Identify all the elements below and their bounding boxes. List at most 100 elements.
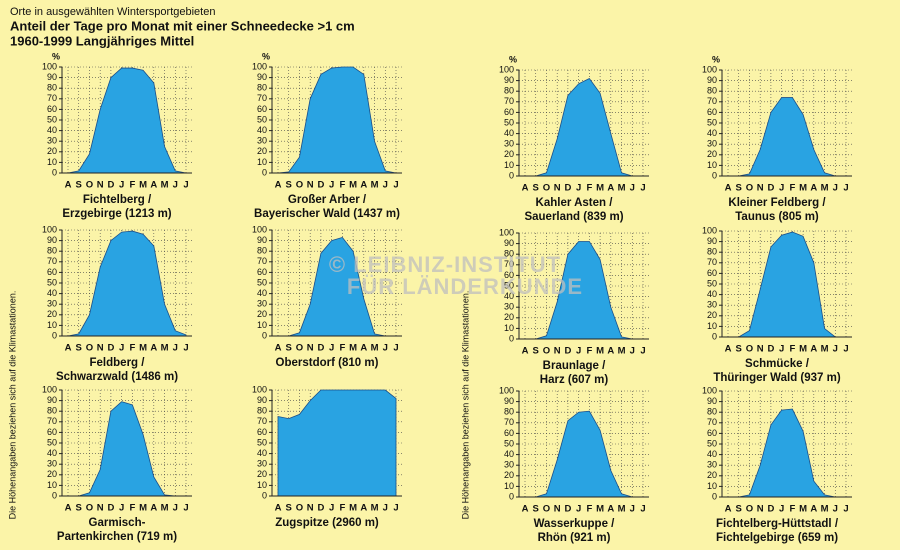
side-note: Die Höhenangaben beziehen sich auf die K… (7, 291, 17, 520)
x-tick-label: O (746, 183, 753, 194)
x-tick-label: N (757, 183, 764, 194)
x-tick-label: M (371, 343, 379, 354)
y-tick-label: 10 (504, 160, 514, 170)
x-tick-label: J (119, 503, 124, 514)
x-tick-label: S (286, 180, 292, 191)
y-tick-label: 40 (504, 291, 514, 301)
x-tick-label: A (275, 180, 282, 191)
x-tick-label: F (586, 183, 592, 194)
x-tick-label: J (383, 343, 388, 354)
area (68, 401, 186, 497)
area (728, 97, 846, 177)
x-tick-label: N (307, 343, 314, 354)
y-tick-label: 0 (52, 330, 57, 340)
header-period: 1960-1999 Langjähriges Mittel (10, 33, 194, 48)
y-tick-label: 90 (257, 395, 267, 405)
y-tick-label: 30 (257, 459, 267, 469)
y-tick-label: 80 (707, 407, 717, 417)
y-tick-label: 70 (47, 93, 57, 103)
x-tick-label: M (821, 344, 829, 355)
y-tick-label: 40 (504, 449, 514, 459)
x-tick-label: A (65, 180, 72, 191)
chart-title: Großer Arber / (288, 194, 367, 206)
x-tick-label: O (543, 183, 550, 194)
y-tick-label: 60 (47, 104, 57, 114)
x-tick-label: D (107, 180, 114, 191)
x-tick-label: N (97, 503, 104, 514)
chart-title: Taunus (805 m) (735, 211, 819, 223)
x-tick-label: N (97, 180, 104, 191)
x-tick-label: J (779, 344, 784, 355)
y-tick-label: 40 (504, 128, 514, 138)
x-tick-label: J (833, 183, 838, 194)
y-tick-label: 40 (257, 288, 267, 298)
area (525, 410, 643, 498)
x-tick-label: O (543, 504, 550, 515)
y-tick-label: 70 (257, 256, 267, 266)
y-tick-label: 70 (707, 417, 717, 427)
y-tick-label: 80 (257, 406, 267, 416)
x-tick-label: J (119, 180, 124, 191)
x-tick-label: A (360, 180, 367, 191)
y-tick-label: 50 (707, 438, 717, 448)
x-tick-label: J (383, 503, 388, 514)
y-tick-label: 90 (504, 75, 514, 85)
x-tick-label: F (129, 503, 135, 514)
y-tick-label: 10 (707, 160, 717, 170)
y-tick-label: 20 (707, 470, 717, 480)
x-tick-label: A (725, 344, 732, 355)
x-tick-label: A (150, 503, 157, 514)
x-tick-label: F (129, 180, 135, 191)
x-tick-label: J (329, 343, 334, 354)
y-tick-label: 90 (504, 396, 514, 406)
chart-title: Erzgebirge (1213 m) (62, 208, 171, 220)
y-tick-label: 40 (47, 288, 57, 298)
y-tick-label: 0 (509, 170, 514, 180)
x-tick-label: M (139, 180, 147, 191)
x-tick-label: A (360, 503, 367, 514)
header-subtitle: Orte in ausgewählten Wintersportgebieten (10, 6, 215, 18)
x-tick-label: O (86, 180, 93, 191)
x-tick-label: A (150, 343, 157, 354)
y-tick-label: 60 (504, 270, 514, 280)
y-axis-label: % (262, 51, 270, 61)
x-tick-label: N (97, 343, 104, 354)
y-tick-label: 20 (47, 309, 57, 319)
x-tick-label: M (349, 503, 357, 514)
x-tick-label: S (286, 343, 292, 354)
y-axis-label: % (509, 54, 517, 64)
x-tick-label: D (767, 183, 774, 194)
x-tick-label: A (65, 503, 72, 514)
x-tick-label: M (618, 183, 626, 194)
x-tick-label: S (736, 504, 742, 515)
y-tick-label: 30 (257, 299, 267, 309)
y-tick-label: 60 (257, 104, 267, 114)
y-tick-label: 50 (504, 117, 514, 127)
y-axis-label: % (52, 51, 60, 61)
x-tick-label: N (757, 344, 764, 355)
y-tick-label: 70 (257, 93, 267, 103)
y-tick-label: 30 (47, 136, 57, 146)
x-tick-label: O (543, 346, 550, 357)
x-tick-label: O (746, 504, 753, 515)
y-tick-label: 60 (47, 427, 57, 437)
y-tick-label: 10 (504, 323, 514, 333)
x-tick-label: J (329, 503, 334, 514)
y-tick-label: 90 (47, 72, 57, 82)
y-tick-label: 40 (707, 289, 717, 299)
x-tick-label: S (76, 503, 82, 514)
y-tick-label: 90 (707, 236, 717, 246)
x-tick-label: F (586, 504, 592, 515)
x-tick-label: J (183, 343, 188, 354)
y-tick-label: 70 (707, 257, 717, 267)
y-tick-label: 80 (47, 83, 57, 93)
y-tick-label: 10 (707, 481, 717, 491)
chart-title: Zugspitze (2960 m) (275, 517, 379, 529)
x-tick-label: J (393, 503, 398, 514)
x-tick-label: A (810, 183, 817, 194)
x-tick-label: D (317, 343, 324, 354)
y-tick-label: 70 (504, 417, 514, 427)
y-tick-label: 20 (257, 309, 267, 319)
y-tick-label: 40 (257, 448, 267, 458)
x-tick-label: F (129, 343, 135, 354)
